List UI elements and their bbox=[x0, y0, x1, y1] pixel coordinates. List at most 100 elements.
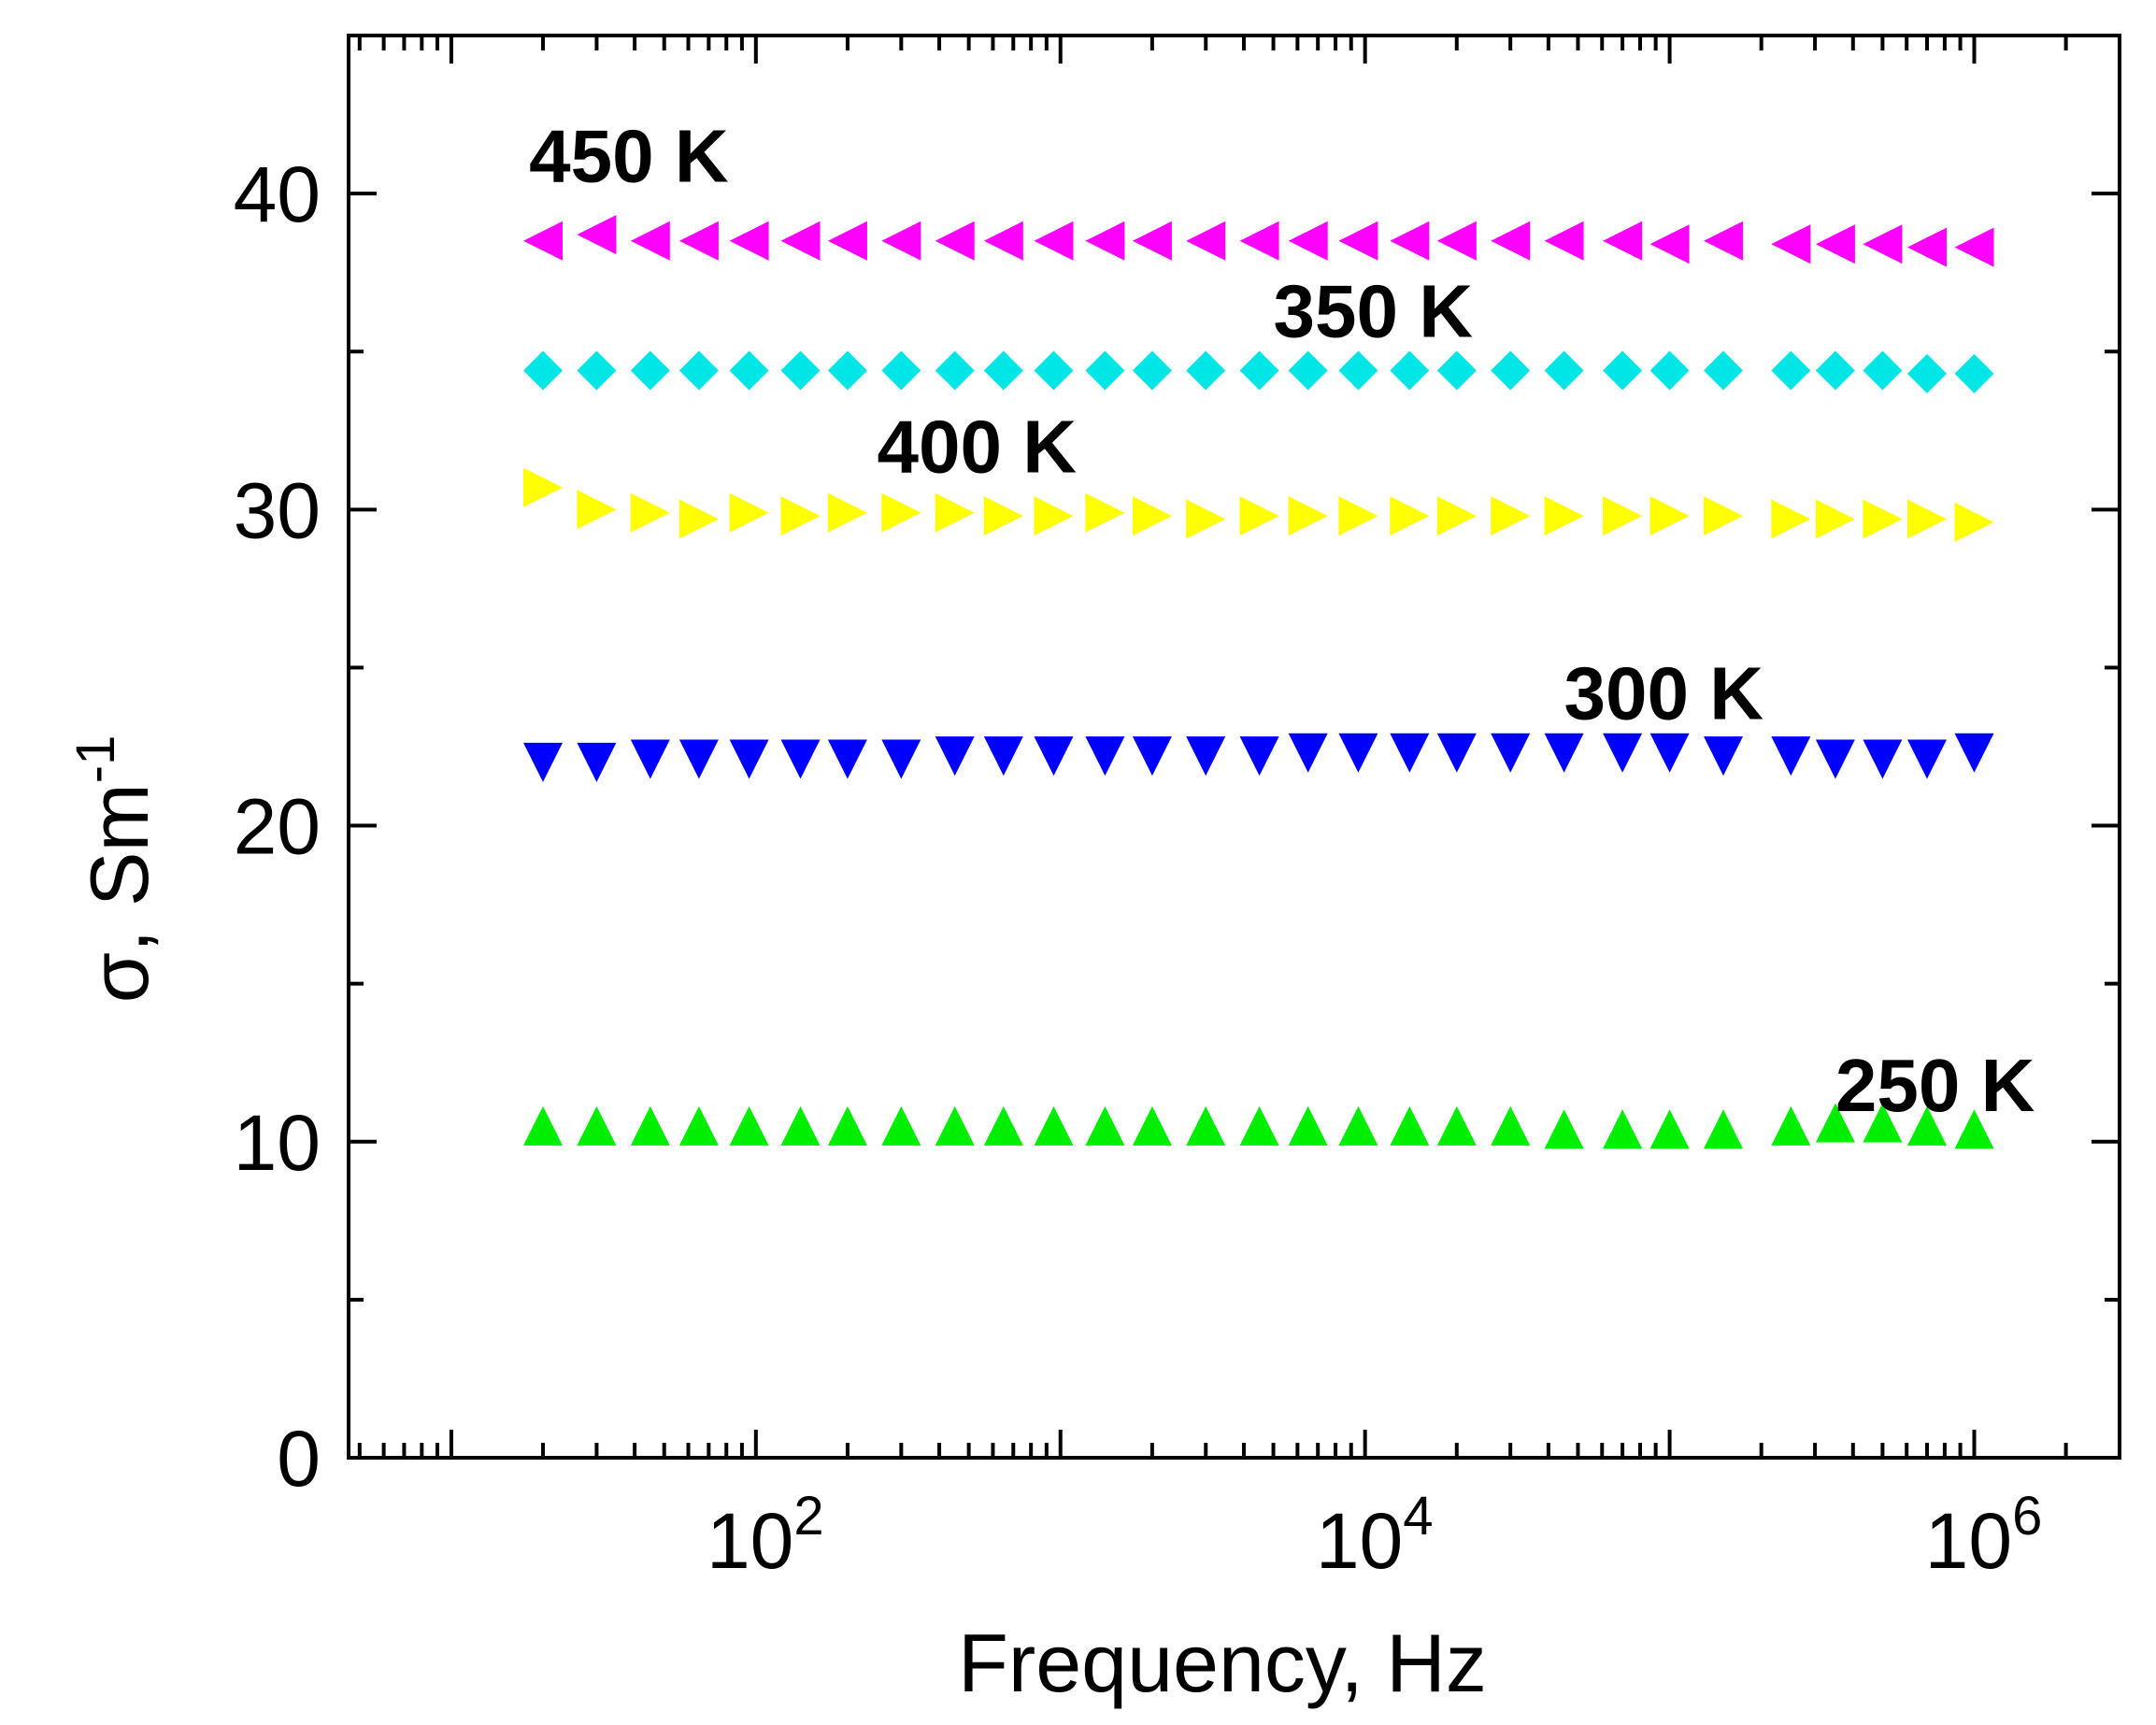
data-point bbox=[1649, 1109, 1690, 1149]
data-point bbox=[678, 350, 719, 391]
data-point bbox=[1186, 736, 1226, 777]
data-point bbox=[1815, 224, 1855, 264]
data-point bbox=[1649, 496, 1690, 536]
data-point bbox=[1771, 224, 1811, 264]
data-point bbox=[1815, 350, 1855, 391]
data-point bbox=[1603, 496, 1643, 536]
data-point bbox=[827, 739, 867, 779]
data-point bbox=[1815, 739, 1855, 779]
data-point bbox=[678, 1105, 719, 1146]
data-point bbox=[881, 1105, 921, 1146]
y-tick-label: 30 bbox=[234, 466, 321, 554]
data-point bbox=[523, 742, 563, 782]
data-point bbox=[1338, 350, 1378, 391]
data-point bbox=[1132, 221, 1172, 261]
x-tick-label-exponent: 6 bbox=[2012, 1486, 2042, 1547]
data-point bbox=[1603, 733, 1643, 773]
data-point bbox=[881, 221, 921, 261]
data-point bbox=[678, 221, 719, 261]
data-point bbox=[1132, 736, 1172, 777]
data-point bbox=[1338, 221, 1378, 261]
data-point bbox=[729, 350, 769, 391]
ticks bbox=[349, 34, 2121, 1460]
data-point bbox=[1186, 1105, 1226, 1146]
data-point bbox=[1034, 221, 1074, 261]
data-point bbox=[780, 496, 821, 536]
data-point bbox=[1649, 733, 1690, 773]
y-tick-label: 20 bbox=[234, 783, 321, 871]
data-point bbox=[523, 221, 563, 261]
data-point bbox=[1085, 1105, 1125, 1146]
data-point bbox=[1544, 496, 1584, 536]
data-point bbox=[523, 467, 563, 507]
data-point bbox=[1186, 499, 1226, 539]
data-point bbox=[1863, 224, 1903, 264]
data-point bbox=[1863, 350, 1903, 391]
data-point bbox=[577, 215, 617, 255]
data-point bbox=[1390, 221, 1430, 261]
data-point bbox=[983, 496, 1023, 536]
data-point bbox=[678, 739, 719, 779]
data-point bbox=[1239, 350, 1279, 391]
data-point bbox=[983, 736, 1023, 777]
data-point bbox=[523, 350, 563, 391]
data-point bbox=[1544, 733, 1584, 773]
data-point bbox=[1954, 502, 1994, 542]
data-point bbox=[1132, 1105, 1172, 1146]
data-point bbox=[729, 221, 769, 261]
x-tick-label: 102 bbox=[707, 1486, 824, 1585]
data-point bbox=[1239, 736, 1279, 777]
data-point bbox=[1603, 1109, 1643, 1149]
data-point bbox=[577, 350, 617, 391]
data-point bbox=[881, 739, 921, 779]
data-point bbox=[1649, 350, 1690, 391]
series-400-k bbox=[523, 467, 1994, 542]
data-point bbox=[1907, 227, 1947, 267]
data-point bbox=[1034, 1105, 1074, 1146]
data-point bbox=[1491, 1105, 1531, 1146]
data-point bbox=[1436, 496, 1477, 536]
data-point bbox=[630, 739, 670, 779]
x-tick-label-exponent: 4 bbox=[1403, 1486, 1433, 1547]
data-point bbox=[1186, 350, 1226, 391]
data-point bbox=[1436, 221, 1477, 261]
data-point bbox=[1034, 736, 1074, 777]
x-tick-label-exponent: 2 bbox=[793, 1486, 823, 1547]
data-point bbox=[1288, 221, 1328, 261]
data-point bbox=[1436, 1105, 1477, 1146]
data-point bbox=[1491, 221, 1531, 261]
data-point bbox=[1338, 496, 1378, 536]
data-point bbox=[1704, 350, 1743, 391]
data-point bbox=[1288, 733, 1328, 773]
data-point bbox=[1954, 227, 1994, 267]
data-point bbox=[983, 221, 1023, 261]
y-tick-label: 10 bbox=[234, 1099, 321, 1187]
data-point bbox=[1288, 1105, 1328, 1146]
data-point bbox=[1954, 353, 1994, 393]
data-point bbox=[1907, 499, 1947, 539]
data-point bbox=[1815, 499, 1855, 539]
data-point bbox=[1954, 733, 1994, 773]
x-tick-label: 106 bbox=[1925, 1486, 2043, 1585]
data-point bbox=[1907, 353, 1947, 393]
data-point bbox=[1771, 736, 1811, 777]
data-point bbox=[1771, 1105, 1811, 1146]
data-point bbox=[1603, 221, 1643, 261]
data-point bbox=[1863, 499, 1903, 539]
data-point bbox=[780, 350, 821, 391]
series-350-k bbox=[523, 350, 1994, 393]
data-point bbox=[935, 736, 975, 777]
data-point bbox=[1704, 221, 1743, 261]
data-point bbox=[1436, 350, 1477, 391]
data-point bbox=[1544, 1109, 1584, 1149]
data-point bbox=[1649, 224, 1690, 264]
data-point bbox=[630, 221, 670, 261]
data-point bbox=[678, 499, 719, 539]
y-axis-title-group: σ, Sm-1 bbox=[65, 735, 165, 1004]
data-point bbox=[1085, 492, 1125, 533]
data-point bbox=[1390, 350, 1430, 391]
data-point bbox=[1544, 221, 1584, 261]
data-point bbox=[935, 350, 975, 391]
series-annotations: 450 K 350 K 400 K 300 K 250 K bbox=[529, 115, 2035, 1127]
data-point bbox=[523, 1105, 563, 1146]
